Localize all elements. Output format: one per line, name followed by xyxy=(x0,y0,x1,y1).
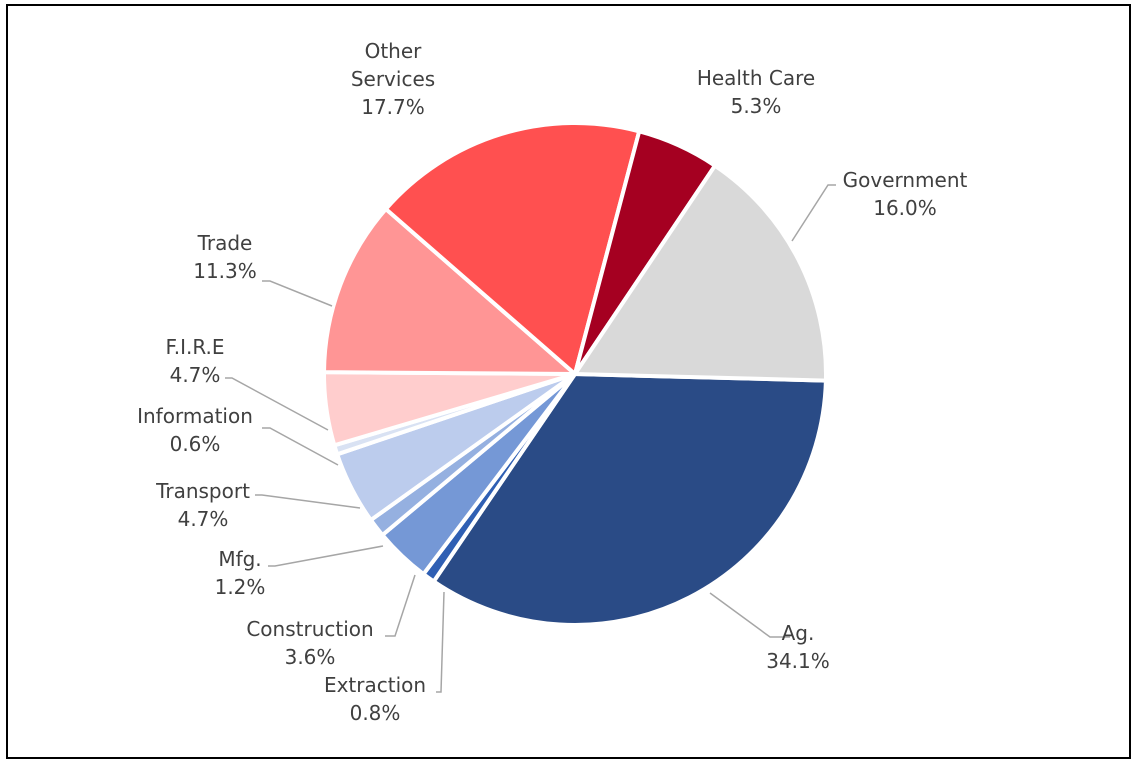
leader-line-mfg xyxy=(268,545,384,567)
data-label-ag: Ag. 34.1% xyxy=(766,621,830,673)
pie-slice-government xyxy=(573,163,828,383)
slice-name-text: Mfg. xyxy=(218,547,261,571)
leader-line-transport xyxy=(255,494,361,509)
slice-name-text: Construction xyxy=(246,617,373,641)
slice-percent-text: 1.2% xyxy=(215,575,266,599)
leader-line-government xyxy=(791,184,836,242)
slice-name-text: Government xyxy=(843,168,968,192)
slice-percent-text: 17.7% xyxy=(361,95,425,119)
pie-slice-ag xyxy=(431,372,828,627)
data-label-health-care: Health Care 5.3% xyxy=(697,66,815,118)
slice-name-text: F.I.R.E xyxy=(165,335,224,359)
slice-percent-text: 5.3% xyxy=(731,94,782,118)
data-label-transport: Transport 4.7% xyxy=(155,479,250,531)
slice-percent-text: 4.7% xyxy=(178,507,229,531)
data-label-f-i-r-e: F.I.R.E 4.7% xyxy=(165,335,224,387)
data-label-information: Information 0.6% xyxy=(137,404,253,456)
slice-percent-text: 4.7% xyxy=(170,363,221,387)
slice-percent-text: 34.1% xyxy=(766,649,830,673)
slice-name-text: Extraction xyxy=(324,673,426,697)
data-label-other-services: Other Services 17.7% xyxy=(351,39,435,119)
data-label-trade: Trade 11.3% xyxy=(193,231,257,283)
leader-line-extraction xyxy=(436,591,445,693)
slice-name-text: Information xyxy=(137,404,253,428)
slice-name-text: Health Care xyxy=(697,66,815,90)
slice-percent-text: 0.6% xyxy=(170,432,221,456)
slice-name-text: Trade xyxy=(197,231,253,255)
data-label-mfg: Mfg. 1.2% xyxy=(215,547,266,599)
leader-line-information xyxy=(262,427,339,466)
slice-name-text: Services xyxy=(351,67,435,91)
slice-name-text: Transport xyxy=(155,479,250,503)
pie-slice-trade xyxy=(322,207,577,376)
leader-line-trade xyxy=(262,280,333,307)
leader-line-f-i-r-e xyxy=(225,377,329,431)
slice-percent-text: 0.8% xyxy=(350,701,401,725)
slice-percent-text: 3.6% xyxy=(285,645,336,669)
leader-line-ag xyxy=(709,592,790,638)
pie-slices xyxy=(322,121,828,627)
slice-percent-text: 16.0% xyxy=(873,196,937,220)
data-label-government: Government 16.0% xyxy=(843,168,968,220)
slice-labels: Ag. 34.1% Extraction 0.8% Construction 3.6% Mf… xyxy=(137,39,967,725)
leader-lines xyxy=(225,184,836,693)
pie-slice-other-services xyxy=(383,121,642,376)
slice-name-text: Other xyxy=(365,39,423,63)
leader-line-construction xyxy=(385,574,416,637)
data-label-extraction: Extraction 0.8% xyxy=(324,673,426,725)
slice-percent-text: 11.3% xyxy=(193,259,257,283)
data-label-construction: Construction 3.6% xyxy=(246,617,373,669)
slice-name-text: Ag. xyxy=(782,621,815,645)
